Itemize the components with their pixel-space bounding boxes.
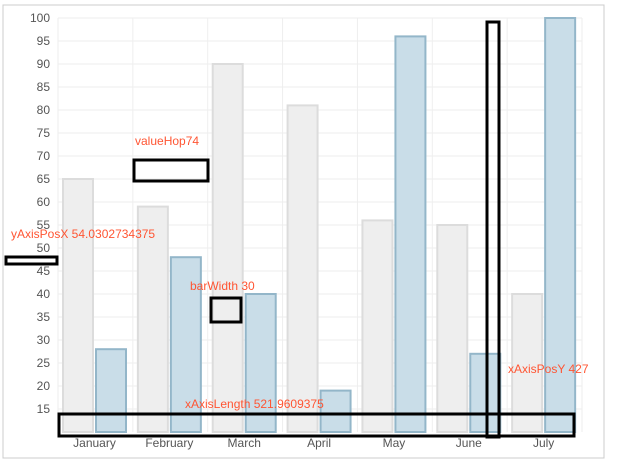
bar-2-january: [95, 348, 127, 434]
x-axis-length-label: xAxisLength 521.9609375: [185, 397, 324, 411]
x-tick-label-april: April: [307, 436, 331, 450]
y-axis-pos-x-box: [4, 255, 59, 266]
y-tick-label: 15: [37, 402, 51, 416]
bar-1-april: [286, 104, 319, 434]
y-tick-label: 25: [37, 356, 51, 370]
y-tick-label: 70: [37, 149, 51, 163]
y-tick-label: 90: [37, 57, 51, 71]
bars: [62, 17, 577, 434]
x-tick-label-march: March: [228, 436, 261, 450]
bar-2-march: [244, 293, 277, 433]
y-tick-label: 80: [37, 103, 51, 117]
y-tick-label: 60: [37, 195, 51, 209]
x-tick-label-january: January: [73, 436, 116, 450]
bar-2-february: [169, 256, 202, 434]
x-tick-label-july: July: [533, 436, 554, 450]
y-axis-ticks: 15 20 25 30 35 40 45 50 55 60 65 70 75 80 85 90 95 100: [30, 11, 50, 416]
value-hop-label: valueHop74: [135, 134, 199, 148]
bar-1-january: [62, 178, 94, 433]
x-tick-label-june: June: [456, 436, 482, 450]
x-axis-length-box: [57, 412, 576, 438]
bar-width-label: barWidth 30: [190, 279, 255, 293]
bar-1-may: [361, 219, 394, 433]
y-tick-label: 40: [37, 287, 51, 301]
bar-2-may: [394, 35, 427, 434]
y-tick-label: 100: [30, 11, 50, 25]
y-tick-label: 20: [37, 379, 51, 393]
y-tick-label: 55: [37, 218, 51, 232]
bar-1-march: [211, 63, 244, 433]
bar-width-box: [209, 296, 243, 324]
y-tick-label: 65: [37, 172, 51, 186]
y-tick-label: 35: [37, 310, 51, 324]
y-axis-pos-x-label: yAxisPosX 54.0302734375: [11, 227, 155, 241]
y-tick-label: 30: [37, 333, 51, 347]
bar-1-february: [136, 205, 169, 433]
x-axis-pos-y-label: xAxisPosY 427: [508, 362, 589, 376]
x-axis-pos-y-box: [485, 20, 501, 439]
bar-1-june: [436, 224, 469, 433]
value-hop-box: [132, 158, 210, 183]
x-axis-ticks: January February March April May June July: [73, 436, 554, 450]
y-tick-label: 85: [37, 80, 51, 94]
bar-2-june: [469, 352, 502, 433]
y-tick-label: 95: [37, 34, 51, 48]
y-tick-label: 45: [37, 264, 51, 278]
bar-1-july: [511, 293, 544, 433]
x-tick-label-may: May: [383, 436, 406, 450]
y-tick-label: 50: [37, 241, 51, 255]
x-tick-label-february: February: [145, 436, 193, 450]
bar-2-april: [319, 389, 352, 434]
bar-2-july: [544, 17, 577, 433]
y-tick-label: 75: [37, 126, 51, 140]
